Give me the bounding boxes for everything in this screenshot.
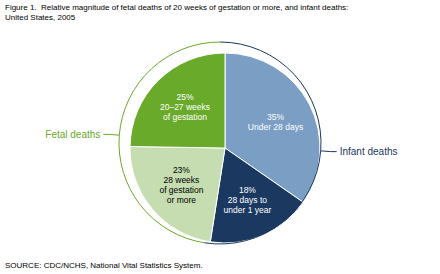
svg-text:23%28 weeksof gestationor more: 23%28 weeksof gestationor more — [159, 165, 203, 205]
svg-text:Fetal deaths: Fetal deaths — [45, 129, 100, 140]
svg-text:35%Under 28 days: 35%Under 28 days — [248, 112, 303, 132]
svg-text:25%20–27 weeksof gestation: 25%20–27 weeksof gestation — [160, 92, 210, 122]
html-text:Figure 1. Relative magnitude o: Figure 1. Relative magnitude of fetal de… — [5, 3, 349, 12]
html-text:SOURCE: CDC/NCHS, National Vit: SOURCE: CDC/NCHS, National Vital Statist… — [5, 261, 203, 270]
svg-text:Infant deaths: Infant deaths — [340, 146, 398, 157]
svg-text:18%28 days tounder 1 year: 18%28 days tounder 1 year — [224, 185, 272, 215]
html-text:United States, 2005: United States, 2005 — [5, 13, 76, 22]
